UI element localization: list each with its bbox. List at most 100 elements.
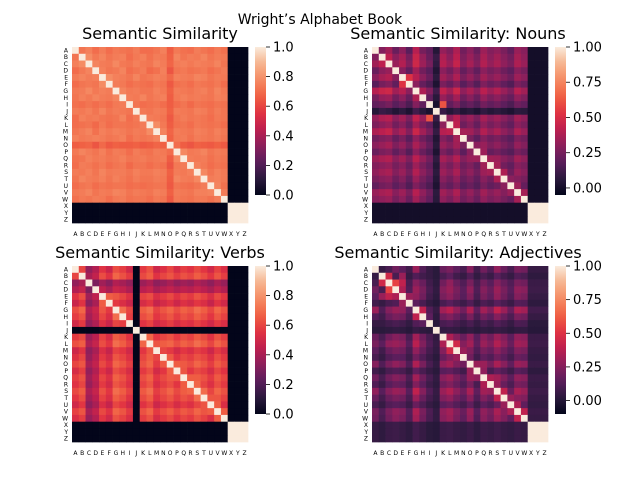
heatmap-cell xyxy=(385,175,393,183)
heatmap-cell xyxy=(527,266,535,274)
heatmap-cell xyxy=(527,121,535,129)
heatmap-cell xyxy=(173,401,181,409)
heatmap-cell xyxy=(412,53,420,61)
heatmap-cell xyxy=(493,141,501,149)
heatmap-cell xyxy=(446,360,454,368)
heatmap-cell xyxy=(446,114,454,122)
heatmap-cell xyxy=(193,216,201,224)
heatmap-cell xyxy=(153,135,161,143)
heatmap-cell xyxy=(119,94,127,102)
heatmap-cell xyxy=(507,60,515,68)
heatmap-cell xyxy=(432,401,441,409)
heatmap-cell xyxy=(453,189,461,197)
y-tick-label: S xyxy=(64,388,68,395)
heatmap-cell xyxy=(514,421,522,429)
heatmap-cell xyxy=(207,107,215,116)
heatmap-cell xyxy=(378,414,386,423)
heatmap-cell xyxy=(426,347,434,355)
heatmap-cell xyxy=(99,381,107,389)
heatmap-cell xyxy=(234,60,242,68)
heatmap-cell xyxy=(153,414,161,423)
heatmap-cell xyxy=(405,175,413,183)
heatmap-cell xyxy=(439,313,447,321)
heatmap-cell xyxy=(234,333,242,341)
heatmap-cell xyxy=(126,374,134,382)
x-tick-label: E xyxy=(401,231,405,238)
heatmap-cell xyxy=(385,320,393,328)
heatmap-cell xyxy=(527,340,535,348)
heatmap-cell xyxy=(214,326,222,335)
y-tick-label: X xyxy=(64,422,68,429)
heatmap-cell xyxy=(487,155,495,163)
heatmap-cell xyxy=(480,266,488,274)
heatmap-cell xyxy=(507,216,515,224)
heatmap-cell xyxy=(527,421,535,429)
heatmap-cell xyxy=(432,421,441,429)
heatmap-cell xyxy=(534,67,542,75)
heatmap-cell xyxy=(493,67,501,75)
heatmap-cell xyxy=(214,162,222,170)
x-tick-label: Q xyxy=(481,450,486,457)
heatmap-cell xyxy=(473,272,481,280)
heatmap-cell xyxy=(500,87,508,95)
heatmap-cell xyxy=(453,381,461,389)
heatmap-cell xyxy=(112,107,120,116)
heatmap-cell xyxy=(372,401,380,409)
heatmap-cell xyxy=(173,421,181,429)
heatmap-cell xyxy=(234,101,242,109)
heatmap-cell xyxy=(500,401,508,409)
heatmap-cell xyxy=(514,114,522,122)
heatmap-cell xyxy=(200,306,208,314)
heatmap-cell xyxy=(460,101,468,109)
heatmap-cell xyxy=(139,313,147,321)
heatmap-cell xyxy=(534,354,542,362)
heatmap-cell xyxy=(412,101,420,109)
heatmap-cell xyxy=(166,87,174,95)
heatmap-cell xyxy=(146,114,154,122)
heatmap-cell xyxy=(234,401,242,409)
heatmap-cell xyxy=(112,387,120,395)
heatmap-cell xyxy=(541,216,549,224)
heatmap-cell xyxy=(200,74,208,82)
heatmap-cells xyxy=(72,266,249,443)
heatmap-cell xyxy=(534,209,542,217)
heatmap-cell xyxy=(173,320,181,328)
x-tick-label: L xyxy=(448,231,452,238)
heatmap-cell xyxy=(112,354,120,362)
heatmap-cell xyxy=(419,374,427,382)
y-tick-label: O xyxy=(63,142,68,149)
heatmap-cell xyxy=(234,135,242,143)
heatmap-cell xyxy=(541,114,549,122)
heatmap-cell xyxy=(153,175,161,183)
heatmap-cell xyxy=(473,121,481,129)
heatmap-cell xyxy=(500,387,508,395)
heatmap-cell xyxy=(234,47,242,55)
y-tick-label: B xyxy=(364,273,368,280)
heatmap-cell xyxy=(166,272,174,280)
heatmap-cell xyxy=(419,94,427,102)
heatmap-cell xyxy=(412,94,420,102)
heatmap-cell xyxy=(214,94,222,102)
heatmap-cell xyxy=(193,414,201,423)
heatmap-cell xyxy=(426,216,434,224)
heatmap-cell xyxy=(507,266,515,274)
heatmap-cell xyxy=(439,387,447,395)
heatmap-cell xyxy=(399,421,407,429)
heatmap-cell xyxy=(139,94,147,102)
y-tick-label: B xyxy=(364,54,368,61)
y-tick-label: M xyxy=(363,348,368,355)
heatmap-cell xyxy=(405,195,413,204)
heatmap-cell xyxy=(439,435,447,443)
heatmap-cell xyxy=(405,53,413,61)
heatmap-cell xyxy=(527,60,535,68)
heatmap-cell xyxy=(241,101,249,109)
heatmap-cell xyxy=(214,128,222,136)
x-tick-label: T xyxy=(201,450,206,457)
heatmap-cell xyxy=(487,162,495,170)
heatmap-cell xyxy=(220,313,229,321)
heatmap-cell xyxy=(432,272,441,280)
heatmap-cell xyxy=(507,67,515,75)
heatmap-cell xyxy=(234,182,242,190)
heatmap-cell xyxy=(514,101,522,109)
heatmap-cell xyxy=(399,121,407,129)
